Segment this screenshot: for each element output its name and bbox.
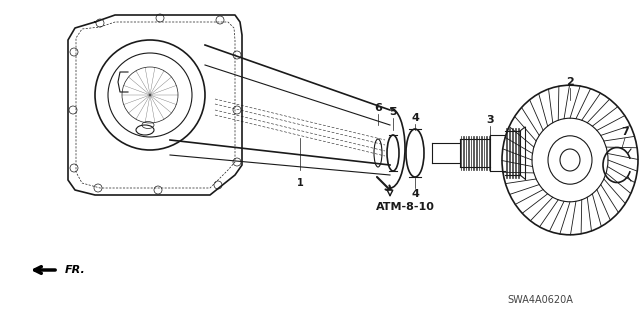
Text: 3: 3 xyxy=(486,115,494,125)
Text: 5: 5 xyxy=(389,107,397,117)
Text: ATM-8-10: ATM-8-10 xyxy=(376,202,435,212)
Text: 1: 1 xyxy=(296,178,303,188)
Text: 4: 4 xyxy=(411,189,419,199)
Text: 2: 2 xyxy=(566,77,574,87)
Text: FR.: FR. xyxy=(65,265,86,275)
Text: SWA4A0620A: SWA4A0620A xyxy=(507,295,573,305)
Text: 7: 7 xyxy=(621,127,629,137)
Text: 4: 4 xyxy=(411,113,419,123)
Text: 6: 6 xyxy=(374,103,382,113)
